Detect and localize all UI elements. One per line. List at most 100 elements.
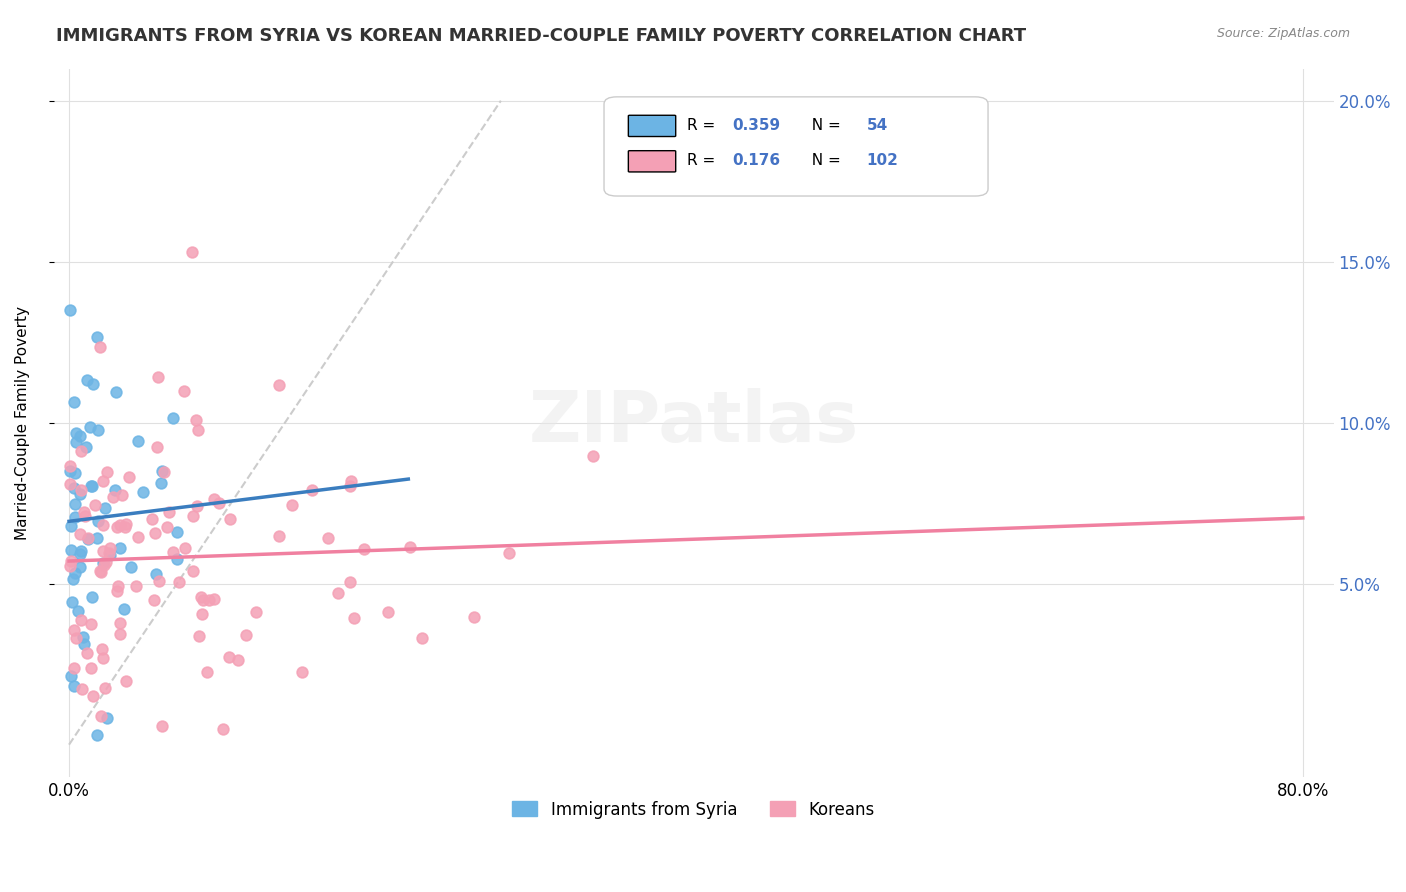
- Point: [340, 474, 363, 488]
- Point: [191, 607, 214, 621]
- Point: [80, 590, 103, 604]
- Point: [80, 661, 103, 675]
- Point: [146, 370, 169, 384]
- Text: 102: 102: [866, 153, 898, 168]
- Point: [195, 665, 218, 680]
- Point: [114, 520, 136, 534]
- Point: [103, 490, 125, 504]
- Point: [112, 601, 135, 615]
- Point: [90, 566, 112, 580]
- Point: [62, 394, 84, 409]
- Point: [86, 531, 108, 545]
- FancyBboxPatch shape: [628, 115, 676, 136]
- Point: [98, 546, 121, 560]
- Point: [190, 590, 212, 604]
- Point: [150, 719, 173, 733]
- Point: [69, 547, 91, 561]
- Point: [59, 518, 82, 533]
- Point: [114, 516, 136, 531]
- Point: [59, 543, 82, 558]
- Point: [87, 423, 110, 437]
- Legend: Immigrants from Syria, Koreans: Immigrants from Syria, Koreans: [506, 794, 882, 825]
- Point: [127, 530, 149, 544]
- Point: [59, 303, 82, 318]
- Point: [70, 613, 93, 627]
- Point: [326, 586, 349, 600]
- Point: [188, 629, 211, 643]
- Text: Source: ZipAtlas.com: Source: ZipAtlas.com: [1216, 27, 1350, 40]
- Point: [339, 479, 361, 493]
- Point: [100, 541, 122, 556]
- Point: [152, 465, 174, 479]
- Point: [162, 545, 184, 559]
- Point: [280, 498, 302, 512]
- Point: [62, 660, 84, 674]
- Point: [111, 488, 134, 502]
- Point: [291, 665, 314, 679]
- Point: [339, 574, 361, 589]
- Point: [141, 511, 163, 525]
- Point: [105, 385, 128, 400]
- Point: [93, 558, 115, 573]
- Point: [76, 532, 98, 546]
- Point: [202, 491, 225, 506]
- Point: [157, 505, 180, 519]
- Point: [59, 458, 82, 473]
- Point: [79, 616, 101, 631]
- Point: [91, 556, 114, 570]
- Point: [316, 531, 339, 545]
- Point: [110, 615, 132, 630]
- Point: [269, 529, 291, 543]
- Point: [65, 425, 87, 440]
- Point: [104, 483, 127, 497]
- Point: [77, 531, 100, 545]
- Point: [69, 483, 91, 498]
- Point: [173, 384, 195, 399]
- Point: [235, 628, 257, 642]
- Point: [73, 505, 96, 519]
- Point: [60, 554, 83, 568]
- Point: [91, 641, 114, 656]
- Point: [86, 728, 108, 742]
- Point: [65, 632, 87, 646]
- Point: [181, 244, 204, 259]
- Point: [411, 631, 433, 645]
- Point: [62, 572, 84, 586]
- Point: [91, 474, 114, 488]
- Point: [69, 428, 91, 442]
- Point: [218, 649, 240, 664]
- Point: [498, 546, 520, 560]
- Point: [70, 444, 93, 458]
- Point: [301, 483, 323, 497]
- Point: [69, 527, 91, 541]
- Text: 0.359: 0.359: [733, 118, 780, 133]
- Point: [63, 481, 86, 495]
- Point: [245, 605, 267, 619]
- Point: [91, 544, 114, 558]
- FancyBboxPatch shape: [628, 151, 676, 172]
- Point: [107, 579, 129, 593]
- Text: N =: N =: [803, 153, 846, 168]
- Text: 54: 54: [866, 118, 887, 133]
- Point: [132, 485, 155, 500]
- Point: [93, 501, 115, 516]
- Point: [105, 583, 128, 598]
- Point: [89, 564, 111, 578]
- Point: [184, 412, 207, 426]
- Point: [87, 514, 110, 528]
- Point: [65, 466, 87, 480]
- Point: [86, 330, 108, 344]
- FancyBboxPatch shape: [605, 97, 988, 196]
- Point: [181, 508, 204, 523]
- Point: [398, 540, 420, 554]
- Point: [108, 627, 131, 641]
- Point: [202, 591, 225, 606]
- Point: [94, 681, 117, 695]
- Point: [80, 479, 103, 493]
- Text: IMMIGRANTS FROM SYRIA VS KOREAN MARRIED-COUPLE FAMILY POVERTY CORRELATION CHART: IMMIGRANTS FROM SYRIA VS KOREAN MARRIED-…: [56, 27, 1026, 45]
- Point: [82, 376, 104, 391]
- Point: [193, 593, 215, 607]
- Point: [82, 690, 104, 704]
- Point: [120, 559, 142, 574]
- Point: [91, 517, 114, 532]
